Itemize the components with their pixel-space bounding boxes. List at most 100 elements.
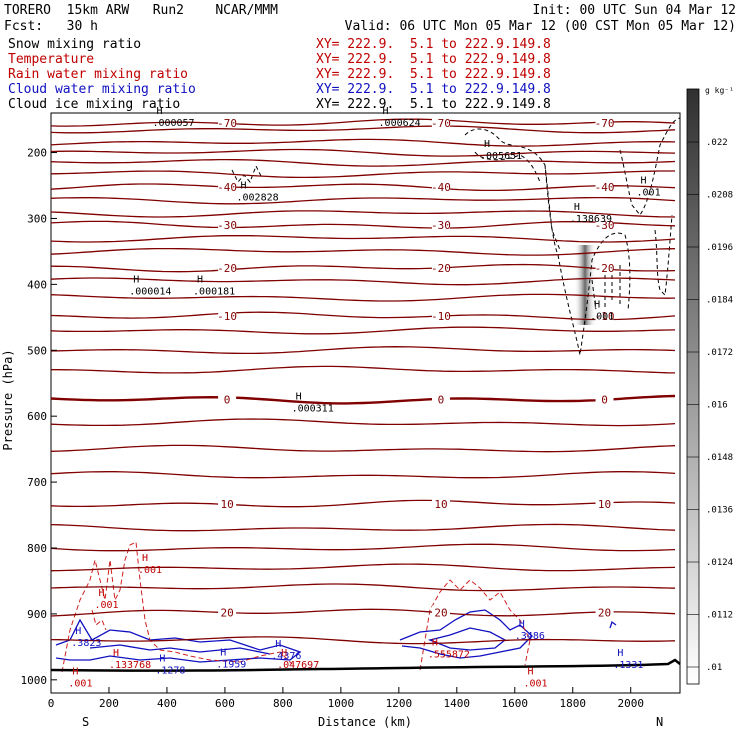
isotherm-label: -40 [595, 181, 615, 194]
isotherm-line [50, 158, 676, 167]
field-xy-rain: XY= 222.9. 5.1 to 222.9.149.8 [316, 67, 551, 82]
x-end-label-right: N [656, 715, 663, 729]
isotherm-line [50, 210, 676, 218]
high-marker: H [281, 648, 287, 659]
extremum-value: .001 [523, 678, 547, 689]
field-name-cloud-water: Cloud water mixing ratio [8, 82, 196, 97]
field-name-snow: Snow mixing ratio [8, 37, 142, 52]
isotherm-line [50, 471, 676, 479]
isotherm-label-bg [595, 260, 614, 273]
extremum-value: .001 [68, 678, 92, 689]
x-tick-label: 800 [273, 697, 293, 710]
isotherm-label: -30 [595, 219, 615, 232]
isotherm-line [50, 293, 676, 302]
isotherm-line [50, 583, 676, 592]
isotherm-label: -70 [217, 117, 237, 130]
colorbar-tick-label: .016 [706, 401, 728, 411]
isotherm-label-bg [431, 496, 450, 509]
extremum-value: .1331 [613, 660, 643, 671]
annotations: H.000057H.000624H.005651H.002828H.138639… [68, 106, 660, 689]
isotherm-line [50, 563, 676, 572]
plot-frame [50, 112, 681, 694]
isotherm-label-bg [431, 605, 450, 618]
isotherm-line [50, 444, 676, 453]
isotherm-label-bg [218, 392, 237, 405]
isotherm-label: -20 [595, 262, 615, 275]
high-marker: H [574, 202, 580, 213]
isotherm-label: 10 [434, 498, 447, 511]
extremum-value: .001 [94, 600, 118, 611]
high-marker: H [98, 588, 104, 599]
high-marker: H [432, 637, 438, 648]
isotherm-line [50, 118, 676, 127]
extremum-value: .4376 [271, 651, 301, 662]
isotherm-label-bg [218, 218, 237, 231]
y-tick-label: 800 [27, 542, 47, 555]
isotherm-label: -40 [217, 181, 237, 194]
isotherm-label: -10 [595, 310, 615, 323]
isotherm-label: -30 [431, 219, 451, 232]
x-tick-label: 1400 [444, 697, 471, 710]
y-tick-label: 400 [27, 278, 47, 291]
extremum-value: .000624 [379, 118, 421, 129]
header-model: TORERO 15km ARW Run2 NCAR/MMM [4, 3, 278, 18]
colorbar-tick-label: .01 [706, 663, 722, 673]
extremum-value: .3823 [71, 638, 101, 649]
colorbar: g kg⁻¹ .022 .0208 .0196 .0184 .0172 .016 .0148… [686, 86, 734, 685]
isotherm-label: 10 [598, 498, 611, 511]
isotherm-label-bg [595, 605, 614, 618]
x-tick-label: 200 [99, 697, 119, 710]
x-tick-label: 2000 [617, 697, 644, 710]
x-tick-label: 1200 [386, 697, 413, 710]
isotherm-label: -20 [431, 262, 451, 275]
colorbar-tick-label: .0184 [706, 296, 733, 306]
high-marker: H [75, 626, 81, 637]
extremum-value: .000311 [292, 404, 334, 415]
snow-plume [574, 245, 596, 325]
y-tick-label: 300 [27, 212, 47, 225]
field-name-temperature: Temperature [8, 52, 95, 67]
extremum-value: .000057 [152, 118, 194, 129]
x-tick-label: 0 [48, 697, 55, 710]
isotherm-line [50, 196, 676, 205]
isotherm-label: -70 [595, 117, 615, 130]
field-xy-cloud-ice: XY= 222.9. 5.1 to 222.9.149.8 [316, 97, 551, 112]
high-marker: H [156, 106, 162, 117]
isotherm-label: -10 [431, 310, 451, 323]
isotherm-line [50, 326, 676, 335]
colorbar-tick-label: .0124 [706, 558, 733, 568]
colorbar-tick-label: .0136 [706, 506, 733, 516]
isotherm-label: -10 [217, 310, 237, 323]
isotherm-line [50, 234, 676, 243]
colorbar-tick-label: .0196 [706, 243, 733, 253]
terrain-line [50, 658, 681, 672]
isotherm-line [50, 523, 676, 532]
field-name-cloud-ice: Cloud ice mixing ratio [8, 97, 181, 112]
isotherm-line [50, 543, 676, 552]
high-marker: H [113, 648, 119, 659]
isotherm-label: -20 [217, 262, 237, 275]
isotherm-line [50, 499, 676, 508]
isotherm-label-bg [595, 309, 614, 321]
high-marker: H [72, 666, 78, 677]
high-marker: H [594, 299, 600, 310]
isotherm-line [50, 346, 676, 355]
x-tick-label: 1000 [328, 697, 355, 710]
extremum-value: .001 [138, 565, 162, 576]
colorbar-tick-label: .0172 [706, 348, 733, 358]
isotherm-label-bg [431, 218, 450, 231]
isotherm-line [50, 263, 676, 273]
y-tick-label: 900 [27, 608, 47, 621]
extremum-value: .000181 [193, 286, 235, 297]
x-tick-label: 400 [157, 697, 177, 710]
y-tick-label: 700 [27, 476, 47, 489]
extremum-value: .000014 [129, 286, 171, 297]
isotherm-line [50, 608, 676, 617]
isotherm-line [50, 394, 676, 405]
colorbar-tick-label: .0148 [706, 453, 733, 463]
isotherm-line [50, 170, 675, 179]
isotherm-label: 10 [220, 498, 233, 511]
isotherm-label-bg [431, 309, 450, 321]
isotherm-label: -30 [217, 219, 237, 232]
extremum-value: .002828 [237, 193, 279, 204]
